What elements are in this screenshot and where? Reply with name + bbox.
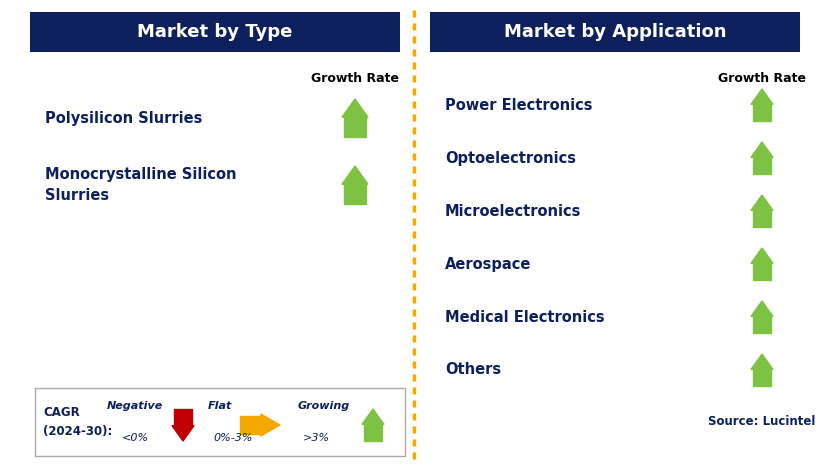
Polygon shape bbox=[750, 89, 772, 104]
Text: Power Electronics: Power Electronics bbox=[445, 97, 592, 112]
Text: Growing: Growing bbox=[297, 401, 349, 411]
FancyBboxPatch shape bbox=[30, 12, 400, 52]
Text: Microelectronics: Microelectronics bbox=[445, 204, 580, 219]
Polygon shape bbox=[750, 301, 772, 316]
Polygon shape bbox=[240, 416, 261, 434]
Text: Growth Rate: Growth Rate bbox=[310, 72, 398, 85]
Polygon shape bbox=[752, 369, 770, 386]
Text: Polysilicon Slurries: Polysilicon Slurries bbox=[45, 110, 202, 125]
Polygon shape bbox=[750, 142, 772, 157]
Polygon shape bbox=[752, 104, 770, 121]
Text: CAGR: CAGR bbox=[43, 406, 79, 418]
Polygon shape bbox=[750, 248, 772, 263]
Text: Market by Application: Market by Application bbox=[503, 23, 725, 41]
Polygon shape bbox=[752, 157, 770, 174]
Polygon shape bbox=[174, 409, 192, 426]
Text: Market by Type: Market by Type bbox=[137, 23, 292, 41]
Text: Aerospace: Aerospace bbox=[445, 257, 531, 272]
Polygon shape bbox=[750, 195, 772, 211]
Text: Negative: Negative bbox=[107, 401, 163, 411]
Polygon shape bbox=[342, 99, 368, 117]
Text: Medical Electronics: Medical Electronics bbox=[445, 310, 604, 324]
Polygon shape bbox=[750, 354, 772, 369]
Text: <0%: <0% bbox=[121, 433, 148, 443]
Polygon shape bbox=[344, 184, 365, 204]
Polygon shape bbox=[344, 117, 365, 137]
Text: Optoelectronics: Optoelectronics bbox=[445, 150, 575, 165]
Text: Flat: Flat bbox=[208, 401, 232, 411]
Polygon shape bbox=[362, 409, 383, 424]
Polygon shape bbox=[752, 263, 770, 280]
Polygon shape bbox=[171, 426, 194, 441]
FancyBboxPatch shape bbox=[35, 388, 405, 456]
Text: >3%: >3% bbox=[303, 433, 330, 443]
Text: Growth Rate: Growth Rate bbox=[717, 72, 805, 85]
Text: Others: Others bbox=[445, 362, 500, 377]
FancyBboxPatch shape bbox=[430, 12, 799, 52]
Polygon shape bbox=[342, 166, 368, 184]
Polygon shape bbox=[752, 316, 770, 333]
Text: Source: Lucintel: Source: Lucintel bbox=[707, 415, 815, 428]
Text: Monocrystalline Silicon
Slurries: Monocrystalline Silicon Slurries bbox=[45, 167, 236, 203]
Polygon shape bbox=[363, 424, 382, 441]
Polygon shape bbox=[261, 414, 280, 436]
Polygon shape bbox=[752, 211, 770, 227]
Text: 0%-3%: 0%-3% bbox=[213, 433, 253, 443]
Text: (2024-30):: (2024-30): bbox=[43, 425, 113, 439]
